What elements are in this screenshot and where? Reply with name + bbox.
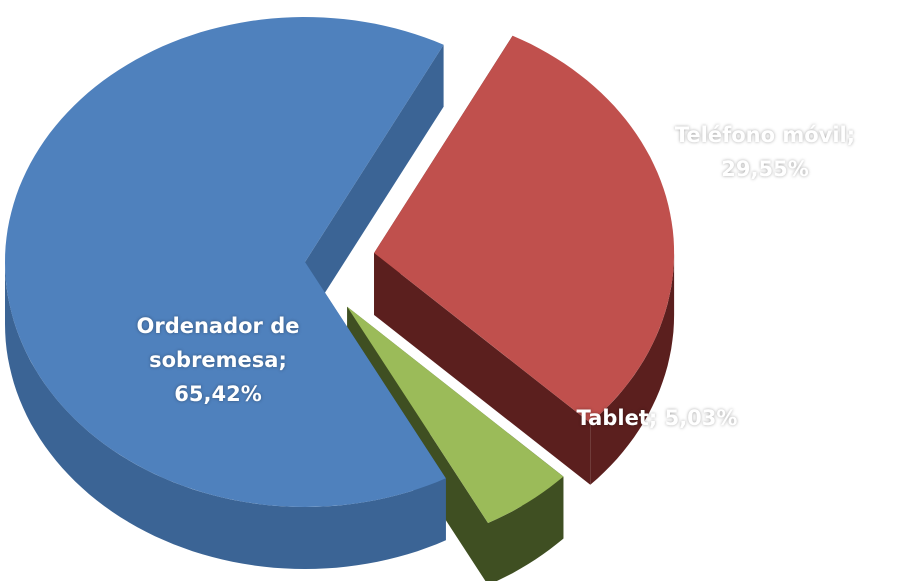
slice-top (5, 17, 446, 507)
slice (5, 17, 446, 569)
slice-wall (374, 252, 591, 485)
slice-side (5, 262, 446, 569)
value-label: 29,55% (721, 157, 809, 181)
data-label: Tablet; 5,03% (557, 401, 757, 435)
separator: ; (278, 348, 295, 372)
data-label: Ordenador de sobremesa; 65,42% (113, 309, 323, 411)
value-label: 65,42% (174, 382, 262, 406)
data-label: Teléfono móvil; 29,55% (650, 118, 880, 186)
category-name: Ordenador de sobremesa (136, 314, 307, 372)
category-name: Teléfono móvil (674, 123, 847, 147)
value-label: 5,03% (664, 406, 738, 430)
category-name: Tablet (576, 406, 649, 430)
slice-top (374, 35, 675, 423)
separator: ; (846, 123, 863, 147)
slice-top (347, 306, 564, 523)
slice-wall (305, 44, 444, 324)
separator: ; (648, 406, 665, 430)
slice-side (590, 253, 675, 485)
slice (374, 35, 675, 485)
slice-side (488, 476, 564, 581)
